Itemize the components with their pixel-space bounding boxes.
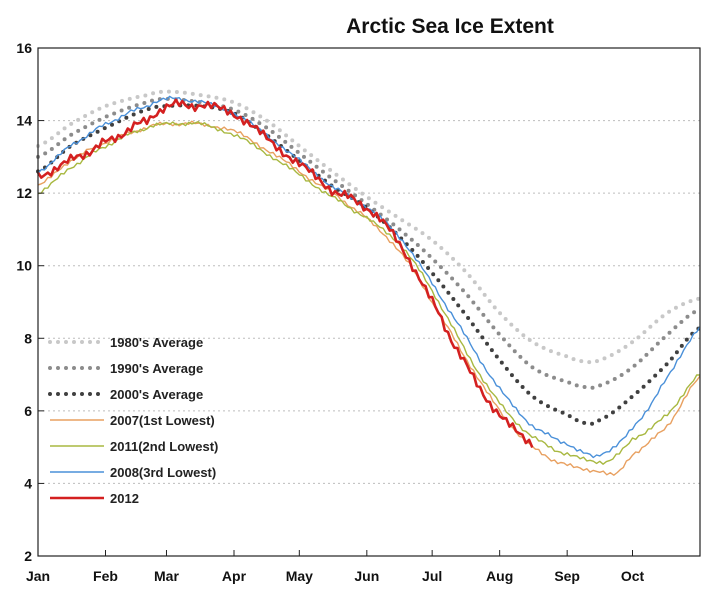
y-tick-label: 14: [16, 113, 32, 129]
series-lines: [36, 89, 702, 476]
x-tick-label: Jun: [354, 568, 379, 584]
y-tick-label: 6: [24, 403, 32, 419]
series-line-2011-2nd-lowest: [37, 120, 700, 465]
series-line-2000-s-average: [36, 103, 702, 426]
x-tick-label: Feb: [93, 568, 118, 584]
x-axis-ticks: Jan Feb Mar Apr May Jun Jul Aug Sep Oct: [26, 550, 645, 584]
y-tick-label: 16: [16, 40, 32, 56]
grid-lines: [38, 120, 700, 484]
y-tick-label: 2: [24, 548, 32, 564]
x-tick-label: Mar: [154, 568, 179, 584]
x-tick-label: Oct: [621, 568, 645, 584]
legend-label: 2000's Average: [110, 387, 203, 402]
series-line-2012: [36, 98, 534, 449]
y-tick-label: 10: [16, 258, 32, 274]
series-line-1990-s-average: [36, 96, 702, 390]
series-line-2008-3rd-lowest: [37, 95, 701, 459]
legend-label: 2012: [110, 491, 139, 506]
legend-label: 2008(3rd Lowest): [110, 465, 216, 480]
y-tick-label: 8: [24, 330, 32, 346]
plot-frame: [37, 47, 701, 557]
y-tick-label: 12: [16, 185, 32, 201]
x-tick-label: Aug: [486, 568, 513, 584]
x-tick-label: Jan: [26, 568, 50, 584]
x-tick-label: Apr: [222, 568, 247, 584]
y-tick-label: 4: [24, 475, 32, 491]
chart-title: Arctic Sea Ice Extent: [346, 15, 554, 38]
y-axis-ticks: 2 4 6 8 10 12 14 16: [16, 40, 44, 564]
legend-label: 1990's Average: [110, 361, 203, 376]
legend-label: 1980's Average: [110, 335, 203, 350]
x-tick-label: Jul: [422, 568, 442, 584]
x-tick-label: Sep: [554, 568, 580, 584]
x-tick-label: May: [286, 568, 313, 584]
legend: 1980's Average 1990's Average 2000's Avera…: [48, 335, 218, 506]
legend-label: 2011(2nd Lowest): [110, 439, 218, 454]
series-line-1980-s-average: [36, 89, 702, 365]
legend-label: 2007(1st Lowest): [110, 413, 215, 428]
